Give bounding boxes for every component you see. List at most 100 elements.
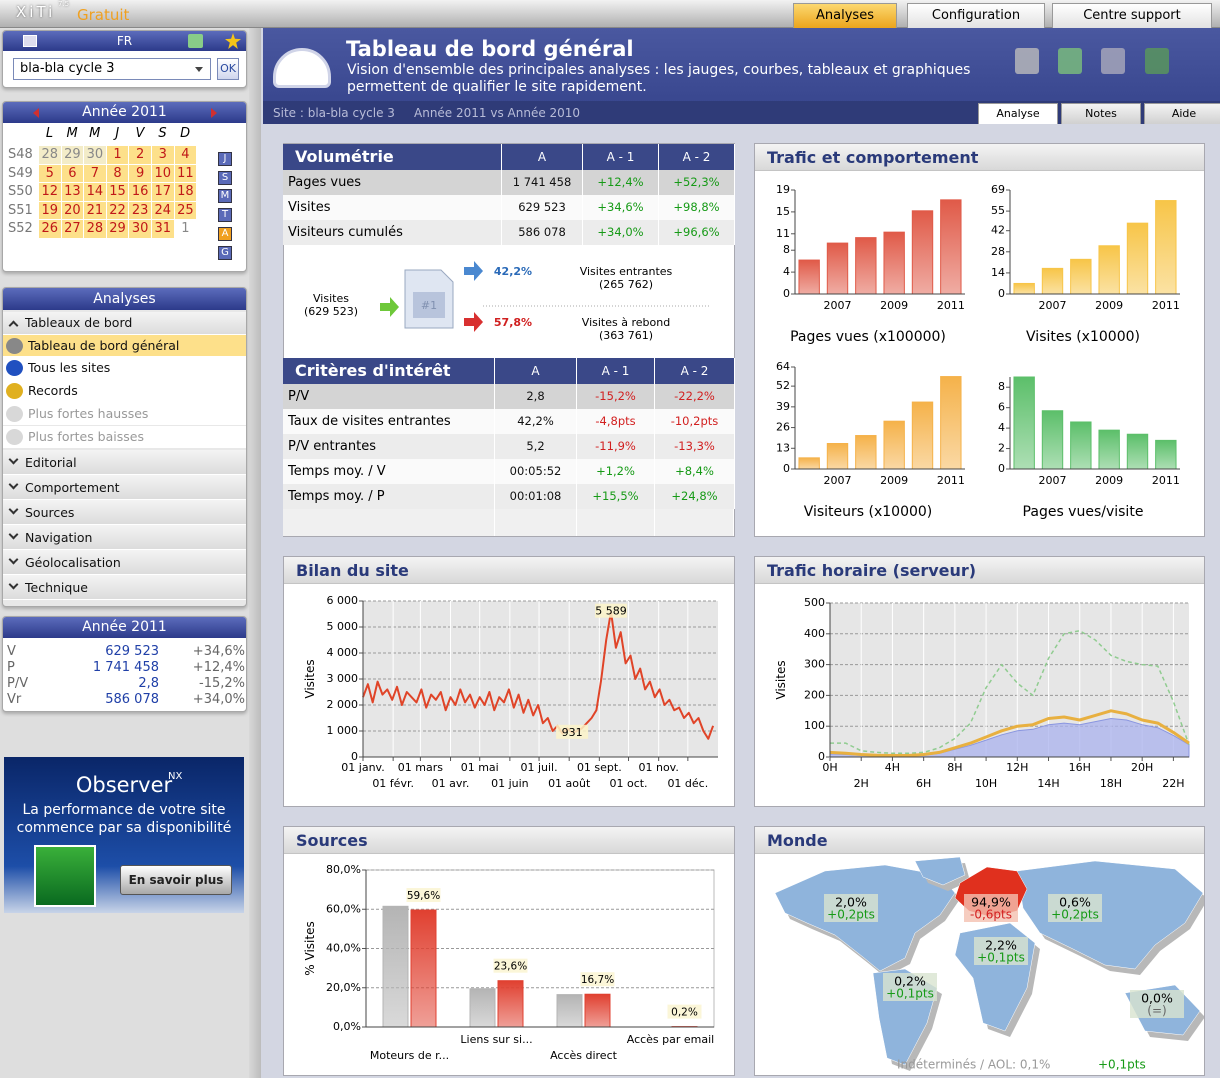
empty-cell — [495, 509, 577, 536]
day[interactable]: 30 — [129, 220, 151, 238]
table-header: A - 1 — [583, 144, 659, 170]
day[interactable]: 18 — [174, 183, 197, 201]
annotation: 5 589 — [595, 605, 627, 618]
site-select[interactable]: bla-bla cycle 3 — [13, 58, 211, 80]
y-tick-label: 0 — [998, 462, 1005, 475]
x-tick-label: 2007 — [824, 474, 852, 487]
nav-tab[interactable]: Analyses — [793, 3, 897, 28]
menu-item[interactable]: Technique — [3, 575, 246, 600]
period-button[interactable]: M — [218, 189, 232, 204]
day[interactable]: 14 — [84, 183, 106, 201]
region-value: 0,2% — [894, 974, 926, 989]
export-icon[interactable] — [1058, 48, 1082, 74]
ok-button[interactable]: OK — [217, 58, 239, 80]
day[interactable]: 1 — [106, 146, 129, 164]
bar — [940, 376, 962, 470]
day[interactable]: 30 — [84, 146, 106, 164]
day[interactable]: 2 — [129, 146, 151, 164]
day[interactable]: 7 — [84, 164, 106, 183]
menu-item[interactable]: Editorial — [3, 450, 246, 475]
export-icon[interactable] — [1101, 48, 1125, 74]
table-header: Critères d'intérêt — [283, 358, 495, 384]
chart: 0 14 28 42 55 69 2007 2009 2011 Visites (x10000) — [991, 183, 1180, 345]
period-button[interactable]: G — [218, 245, 232, 260]
day[interactable]: 8 — [106, 164, 129, 183]
y-axis-label: Visites — [774, 660, 788, 699]
day[interactable]: 31 — [152, 220, 174, 238]
day[interactable]: 6 — [61, 164, 84, 183]
region-value: 2,2% — [985, 938, 1017, 953]
menu-item[interactable]: Comportement — [3, 475, 246, 500]
day[interactable]: 28 — [39, 146, 61, 164]
day[interactable]: 23 — [129, 201, 151, 220]
menu-item[interactable]: Records — [3, 380, 246, 403]
ad-button[interactable]: En savoir plus — [120, 865, 232, 895]
menu-label: Records — [28, 383, 78, 399]
menu-item[interactable]: Tableaux de bord — [3, 312, 246, 335]
menu-item[interactable]: Tableau de bord général — [3, 334, 246, 358]
view-tab[interactable]: Notes — [1061, 103, 1141, 124]
prev-arrow[interactable] — [33, 108, 39, 118]
bar — [1126, 222, 1149, 295]
day[interactable]: 15 — [106, 183, 129, 201]
summary-delta: +34,6% — [192, 644, 245, 659]
lang-bar[interactable]: FR — [3, 31, 246, 51]
day[interactable]: 24 — [152, 201, 174, 220]
chevron-icon — [8, 529, 19, 540]
export-icon[interactable] — [1145, 48, 1169, 74]
day[interactable]: 25 — [174, 201, 197, 220]
menu-item[interactable]: Tous les sites — [3, 357, 246, 381]
day[interactable]: 19 — [39, 201, 61, 220]
day[interactable]: 10 — [152, 164, 174, 183]
day[interactable]: 29 — [61, 146, 84, 164]
day[interactable]: 3 — [152, 146, 174, 164]
day[interactable]: 20 — [61, 201, 84, 220]
day[interactable]: 5 — [39, 164, 61, 183]
day[interactable]: 11 — [174, 164, 197, 183]
period-button[interactable]: T — [218, 208, 232, 223]
next-arrow[interactable] — [211, 108, 217, 118]
day[interactable]: 4 — [174, 146, 197, 164]
nav-tab[interactable]: Configuration — [907, 3, 1045, 28]
day[interactable]: 9 — [129, 164, 151, 183]
day[interactable]: 17 — [152, 183, 174, 201]
period-button[interactable]: J — [218, 152, 232, 166]
export-icon[interactable] — [1015, 48, 1039, 74]
day[interactable]: 29 — [106, 220, 129, 238]
y-tick-label: 0,0% — [333, 1020, 361, 1033]
day[interactable]: 12 — [39, 183, 61, 201]
view-tab[interactable]: Aide — [1144, 103, 1220, 124]
x-tick-label: 01 avr. — [432, 777, 470, 790]
bar — [883, 420, 905, 470]
x-tick-label: 2011 — [937, 299, 965, 312]
x-tick-label: 6H — [916, 777, 931, 790]
region-label-bg — [824, 894, 878, 922]
period-button[interactable]: A — [218, 226, 232, 241]
panel-title: Trafic horaire (serveur) — [755, 557, 1204, 584]
add-icon[interactable] — [188, 34, 203, 48]
day[interactable]: 28 — [84, 220, 106, 238]
period-button[interactable]: S — [218, 170, 232, 185]
day[interactable]: 22 — [106, 201, 129, 220]
summary-delta: +34,0% — [192, 692, 245, 707]
day[interactable]: 26 — [39, 220, 61, 238]
ad-banner[interactable]: Observer NX La performance de votre site co… — [4, 757, 244, 913]
region-value: 94,9% — [971, 895, 1011, 910]
y-tick-label: 300 — [804, 658, 825, 671]
menu-item[interactable]: Navigation — [3, 525, 246, 550]
day[interactable]: 13 — [61, 183, 84, 201]
menu-item[interactable]: Sources — [3, 500, 246, 525]
bar — [1070, 258, 1092, 295]
day[interactable]: 21 — [84, 201, 106, 220]
value-label: 23,6% — [494, 961, 527, 973]
menu-item[interactable]: Géolocalisation — [3, 550, 246, 575]
summary-title: Année 2011 — [3, 617, 246, 638]
nav-tab[interactable]: Centre support — [1052, 3, 1212, 28]
day[interactable]: 27 — [61, 220, 84, 238]
day[interactable]: 1 — [174, 220, 197, 238]
x-tick-label: 01 oct. — [609, 777, 647, 790]
view-tab[interactable]: Analyse — [978, 103, 1058, 124]
table-cell: 42,2% — [495, 409, 577, 434]
day[interactable]: 16 — [129, 183, 151, 201]
summary-delta: +12,4% — [192, 660, 245, 675]
